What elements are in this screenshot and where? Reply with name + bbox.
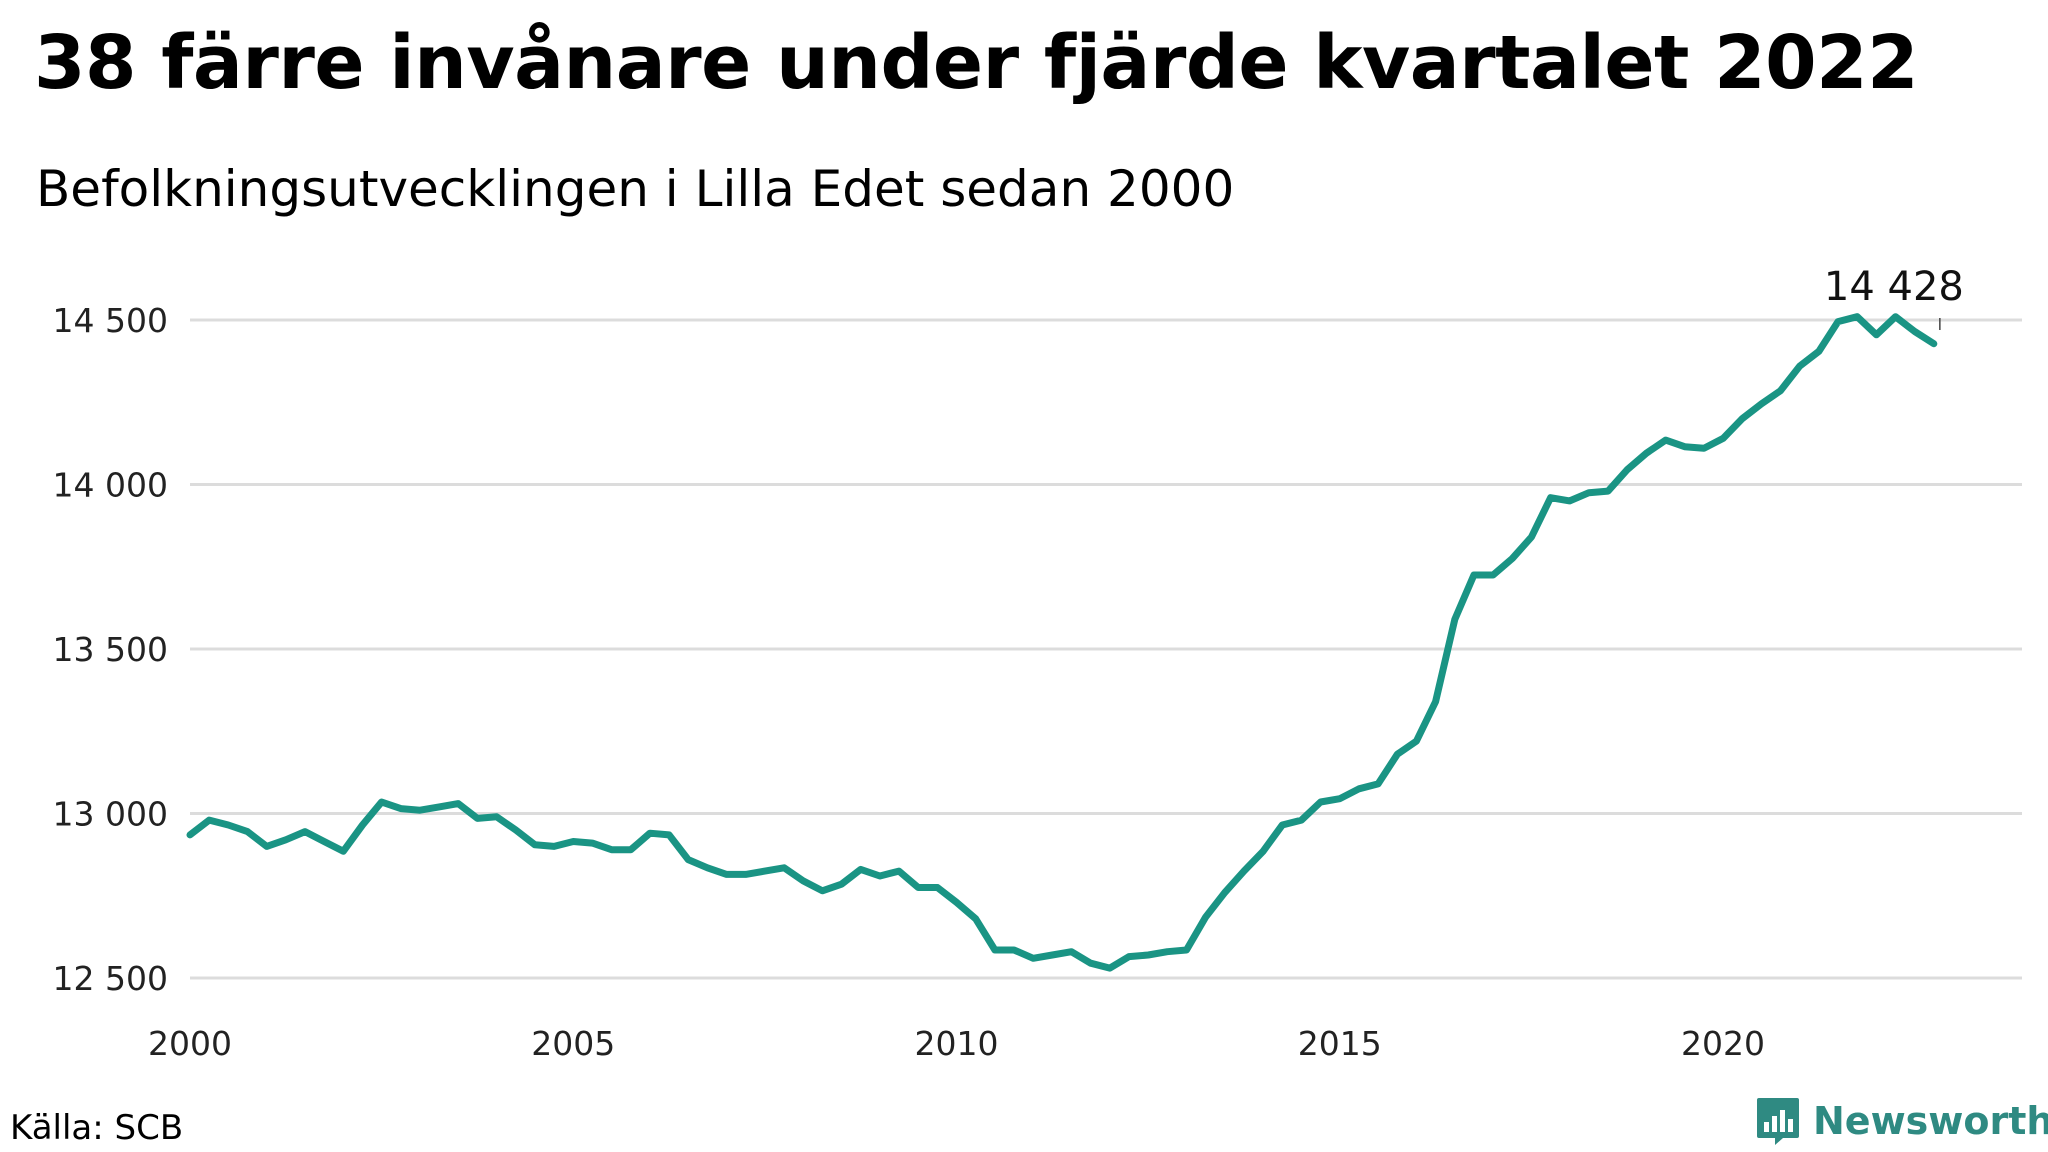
y-tick-label: 14 000 <box>53 466 168 505</box>
gridlines <box>190 318 2022 980</box>
end-value-label: 14 428 <box>1824 264 1964 310</box>
y-tick-label: 12 500 <box>53 959 168 998</box>
chart-title: 38 färre invånare under fjärde kvartalet… <box>34 20 1919 106</box>
x-tick-label: 2015 <box>1298 1024 1382 1063</box>
x-tick-label: 2020 <box>1681 1024 1765 1063</box>
y-tick-label: 14 500 <box>53 301 168 340</box>
brand-logo[interactable]: Newsworthy <box>1755 1096 2048 1146</box>
y-tick-label: 13 500 <box>53 630 168 669</box>
x-tick-label: 2010 <box>915 1024 999 1063</box>
x-tick-label: 2000 <box>148 1024 232 1063</box>
y-tick-label: 13 000 <box>53 795 168 834</box>
brand-name: Newsworthy <box>1813 1099 2048 1143</box>
source-note: Källa: SCB <box>10 1108 184 1148</box>
y-axis: 12 500 13 000 13 500 14 000 14 500 <box>53 301 168 998</box>
chart-subtitle: Befolkningsutvecklingen i Lilla Edet sed… <box>36 160 1235 218</box>
x-axis: 2000 2005 2010 2015 2020 <box>148 1024 1765 1063</box>
population-line <box>186 313 1938 972</box>
newsworthy-logo-icon <box>1757 1098 1799 1145</box>
x-tick-label: 2005 <box>531 1024 615 1063</box>
